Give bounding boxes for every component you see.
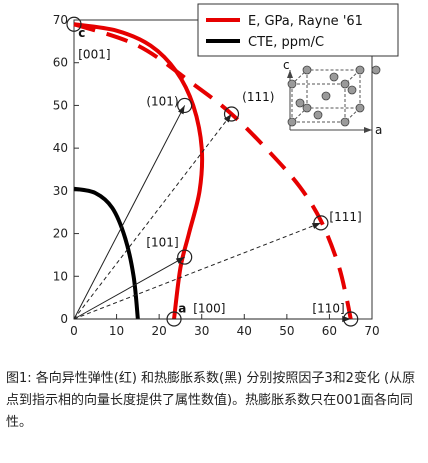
x-tick-label: 30: [194, 324, 209, 338]
series-line-0: [73, 22, 205, 320]
x-tick-label: 0: [70, 324, 78, 338]
circled-point: [166, 311, 182, 327]
annotation-label: a: [178, 302, 186, 316]
inset-top-face: [290, 69, 362, 85]
y-tick-label: 50: [53, 98, 68, 112]
series-line-2: [73, 186, 140, 320]
x-tick-label: 40: [237, 324, 252, 338]
inset-atom: [302, 65, 312, 75]
inset-atom: [340, 79, 350, 89]
legend-box: [197, 3, 399, 57]
inset-c-label: c: [283, 58, 290, 72]
y-tick-label: 70: [53, 13, 68, 27]
inset-atom: [329, 72, 339, 82]
inset-cell-edges: [290, 69, 362, 123]
anisotropy-chart: 0 10 20 30 40 50 60 70 0 10 20 30 40 50 60 70 c [001] (10…: [53, 3, 399, 338]
inset-atom: [295, 98, 305, 108]
circled-point: [223, 106, 240, 122]
annotation-label: [001]: [78, 47, 110, 61]
inset-bottom-face: [290, 107, 362, 123]
x-tick-label: 60: [322, 324, 337, 338]
annotation-label: (111): [242, 90, 274, 104]
series-line-1: [73, 22, 353, 320]
y-tick-label: 30: [53, 184, 68, 198]
y-tick-label: 0: [60, 312, 68, 326]
inset-atom: [302, 103, 312, 113]
legend-label-e: E, GPa, Rayne '61: [248, 14, 363, 29]
crystal-structure-inset: c a: [283, 58, 382, 137]
annotation-label: [111]: [329, 210, 361, 224]
vector-arrow: [73, 222, 322, 320]
y-tick-label: 20: [53, 227, 68, 241]
inset-atoms: [287, 65, 381, 127]
inset-atom: [287, 79, 297, 89]
figure-caption: 图1: 各向异性弹性(红) 和热膨胀系数(黑) 分别按照因子3和2变化 (从原点…: [6, 371, 416, 430]
x-tick-label: 10: [109, 324, 124, 338]
axes: 0 10 20 30 40 50 60 70 0 10 20 30 40 50 60 70: [53, 13, 380, 338]
inset-atom: [340, 117, 350, 127]
circled-point: [177, 97, 193, 114]
x-tick-label: 20: [152, 324, 167, 338]
circled-point: [66, 16, 82, 32]
plot-frame: [73, 19, 373, 320]
inset-atom: [355, 103, 365, 113]
inset-atom: [371, 65, 381, 75]
inset-c-arrow: [287, 70, 293, 78]
y-tick-label: 60: [53, 56, 68, 70]
y-tick-label: 40: [53, 141, 68, 155]
annotation-label: [110]: [312, 302, 344, 316]
circled-point: [177, 249, 193, 265]
inset-atom: [313, 110, 323, 120]
annotations: c [001] (101) (111) [101] [111] a [100] [110]: [78, 26, 361, 316]
inset-a-arrow: [364, 127, 372, 133]
circled-point: [343, 311, 359, 327]
x-tick-label: 50: [279, 324, 294, 338]
annotation-label: [100]: [193, 302, 225, 316]
inset-atom: [287, 117, 297, 127]
vector-arrow: [73, 256, 185, 320]
annotation-label: c: [78, 26, 85, 40]
annotation-label: (101): [146, 94, 178, 108]
inset-atom: [355, 65, 365, 75]
inset-a-label: a: [375, 123, 382, 137]
y-tick-label: 10: [53, 269, 68, 283]
x-tick-label: 70: [364, 324, 379, 338]
vector-arrowhead: [223, 113, 232, 123]
circled-point: [313, 215, 329, 231]
inset-atom: [321, 91, 331, 101]
vector-arrow: [73, 105, 186, 320]
inset-atom: [347, 85, 357, 95]
vectors: [73, 105, 351, 323]
legend-label-cte: CTE, ppm/C: [248, 35, 324, 50]
vector-arrow: [73, 113, 232, 320]
legend: E, GPa, Rayne '61 CTE, ppm/C: [197, 3, 399, 57]
circled-points: [66, 16, 359, 327]
annotation-label: [101]: [146, 235, 178, 249]
